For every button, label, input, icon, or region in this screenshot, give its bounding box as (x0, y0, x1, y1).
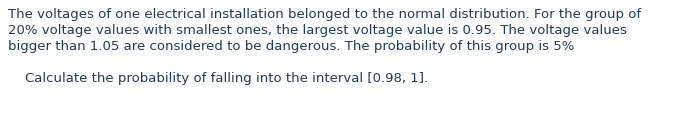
Text: The voltages of one electrical installation belonged to the normal distribution.: The voltages of one electrical installat… (8, 8, 641, 21)
Text: 20% voltage values with smallest ones, the largest voltage value is 0.95. The vo: 20% voltage values with smallest ones, t… (8, 24, 627, 37)
Text: bigger than 1.05 are considered to be dangerous. The probability of this group i: bigger than 1.05 are considered to be da… (8, 40, 575, 53)
Text: Calculate the probability of falling into the interval [0.98, 1].: Calculate the probability of falling int… (8, 71, 428, 84)
